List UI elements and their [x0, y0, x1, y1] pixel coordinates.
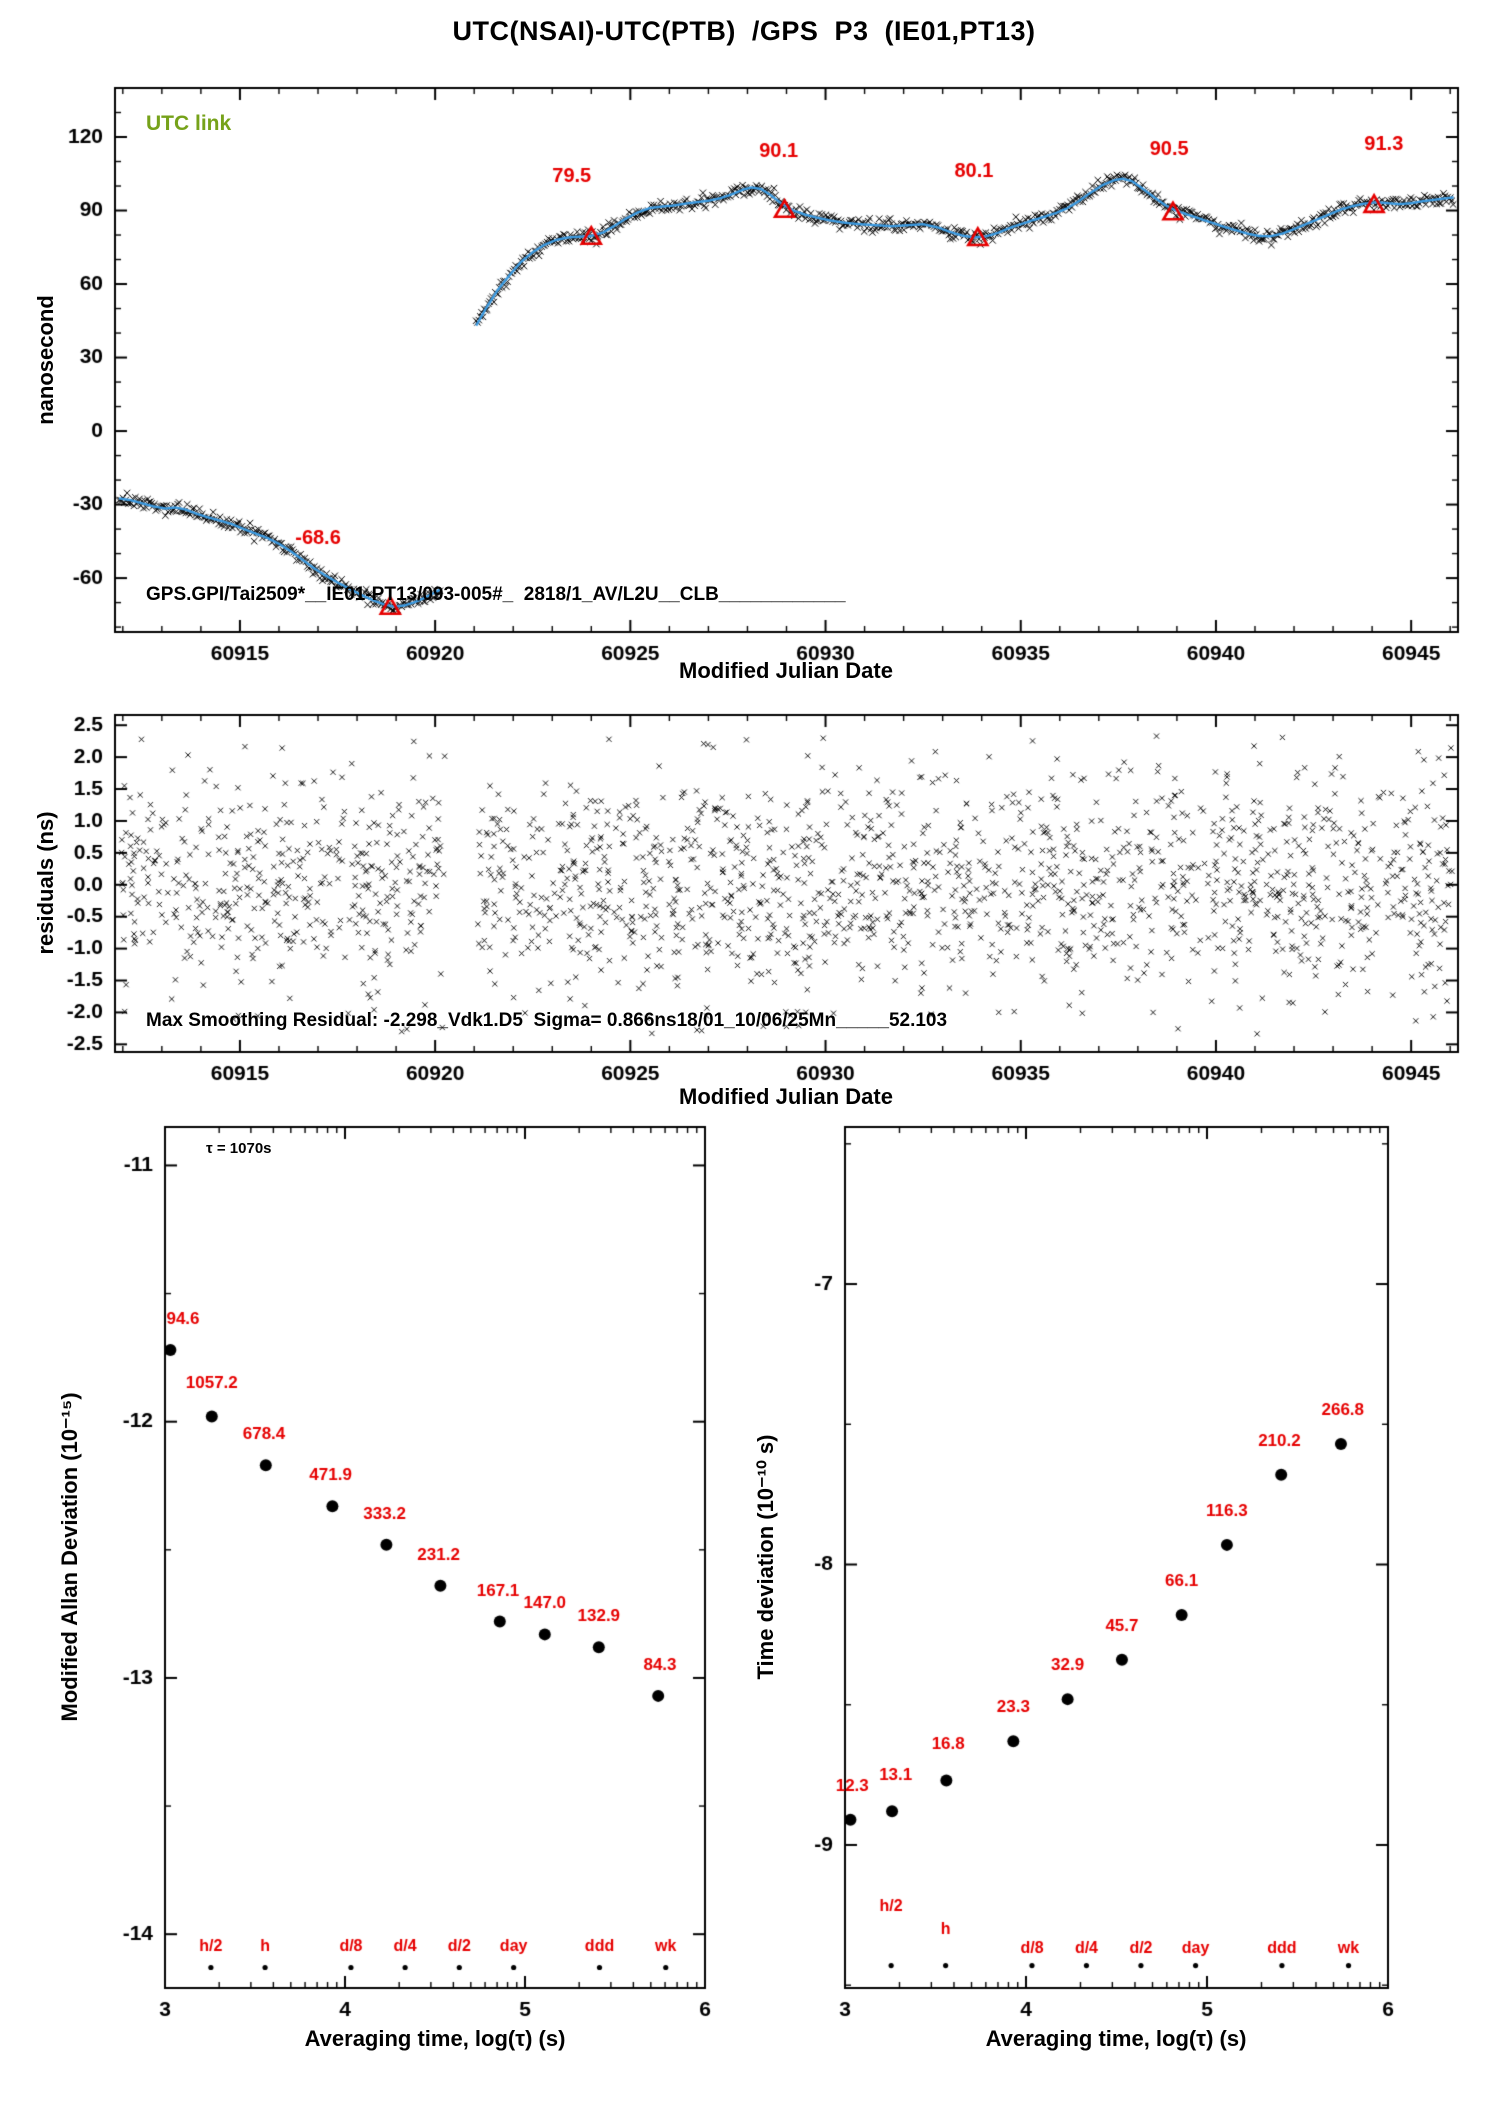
phase-x-axis-title: Modified Julian Date: [679, 658, 893, 683]
phase-chart-canvas: [0, 60, 1488, 700]
tdev-x-axis-title: Averaging time, log(τ) (s): [985, 2026, 1247, 2051]
mdev-y-axis-title: Modified Allan Deviation (10⁻¹⁵): [57, 1392, 82, 1722]
tdev-y-axis-title: Time deviation (10⁻¹⁰ s): [753, 1434, 778, 1680]
phase-y-axis-title: nanosecond: [33, 295, 58, 425]
utc-link-label: UTC link: [146, 112, 232, 135]
mdev-tau-annotation: τ = 1070s: [206, 1140, 272, 1157]
phase-footer-label: GPS.GPI/Tai2509*__IE01-PT13/093-005#_ 28…: [146, 584, 846, 605]
residuals-footer-label: Max Smoothing Residual: -2.298_Vdk1.D5 S…: [146, 1010, 948, 1031]
residuals-x-axis-title: Modified Julian Date: [679, 1084, 893, 1109]
residuals-chart-canvas: [0, 700, 1488, 1112]
mdev-x-axis-title: Averaging time, log(τ) (s): [304, 2026, 566, 2051]
deviation-charts-canvas: [0, 1112, 1488, 2105]
page-title: UTC(NSAI)-UTC(PTB) /GPS P3 (IE01,PT13): [452, 16, 1036, 46]
residuals-y-axis-title: residuals (ns): [33, 811, 58, 955]
